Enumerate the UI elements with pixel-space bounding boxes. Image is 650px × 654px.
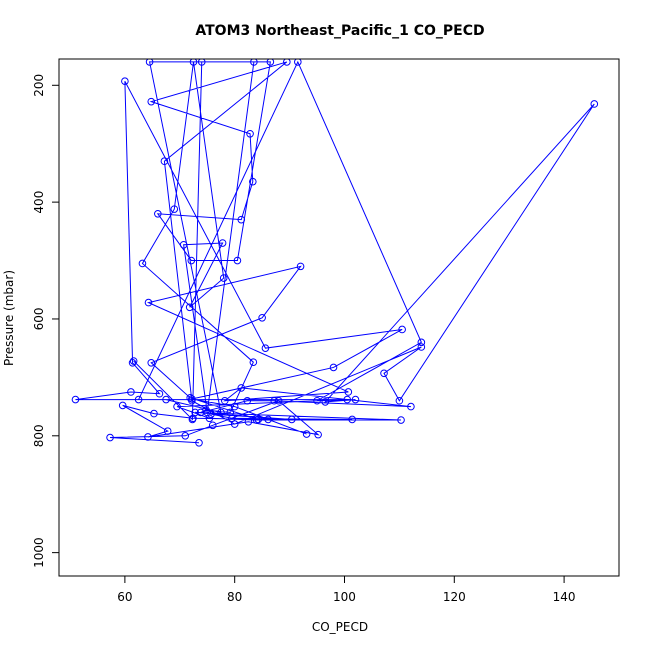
data-point <box>163 427 172 435</box>
data-point <box>147 97 156 106</box>
data-point <box>270 396 279 405</box>
data-point <box>207 410 215 418</box>
data-point <box>246 129 254 138</box>
x-tick-label: 120 <box>443 590 466 604</box>
data-point <box>398 325 406 334</box>
data-point <box>138 259 147 268</box>
y-axis-label: Pressure (mbar) <box>2 270 16 366</box>
data-point <box>187 256 196 265</box>
data-point <box>249 358 258 366</box>
data-point <box>188 415 197 424</box>
data-point <box>162 395 170 404</box>
y-tick-label: 800 <box>32 424 46 447</box>
data-point <box>321 398 330 406</box>
data-point <box>294 59 302 66</box>
data-point <box>274 396 283 405</box>
data-point <box>71 395 80 404</box>
data-point <box>230 420 239 428</box>
data-point <box>217 408 225 417</box>
y-tick-label: 600 <box>32 308 46 331</box>
data-point <box>407 402 415 411</box>
data-point <box>219 274 228 282</box>
data-point <box>237 215 246 224</box>
data-point <box>185 303 194 312</box>
data-point <box>343 395 352 404</box>
series-layer <box>71 59 599 447</box>
y-tick-label: 1000 <box>32 537 46 568</box>
data-point <box>417 338 426 347</box>
data-point <box>243 396 252 405</box>
data-point <box>203 408 212 417</box>
data-point <box>313 396 321 405</box>
data-point <box>351 395 360 404</box>
data-point <box>179 240 188 249</box>
data-point <box>237 384 246 392</box>
data-point <box>226 408 235 417</box>
data-point <box>145 59 154 66</box>
x-tick-label: 100 <box>333 590 356 604</box>
x-tick-label: 80 <box>227 590 242 604</box>
plot-frame <box>58 58 620 577</box>
data-point <box>296 262 305 271</box>
data-point <box>121 77 129 85</box>
data-point <box>195 439 203 447</box>
data-point <box>344 388 353 396</box>
data-point <box>314 430 322 439</box>
data-point <box>129 357 138 365</box>
data-point <box>191 408 199 417</box>
series-line <box>75 60 595 444</box>
data-point <box>189 59 198 66</box>
data-point <box>302 430 311 438</box>
data-point <box>134 395 143 404</box>
data-point <box>266 59 275 66</box>
chart-title: ATOM3 Northeast_Pacific_1 CO_PECD <box>195 23 484 39</box>
data-point <box>118 401 127 410</box>
data-point <box>218 239 227 247</box>
x-axis-label: CO_PECD <box>312 620 368 634</box>
data-point <box>395 396 404 405</box>
data-point <box>147 358 156 367</box>
x-tick-label: 60 <box>117 590 132 604</box>
data-point <box>197 59 206 66</box>
data-point <box>208 421 217 430</box>
data-point <box>254 415 263 424</box>
data-point <box>417 343 426 351</box>
data-point <box>181 432 190 440</box>
data-point <box>250 59 258 66</box>
data-point <box>249 177 257 186</box>
data-point <box>160 157 169 166</box>
data-point <box>397 416 405 424</box>
data-point <box>144 298 153 307</box>
data-point <box>348 415 356 424</box>
data-point <box>173 402 181 411</box>
data-point <box>188 396 196 405</box>
data-point <box>244 417 253 426</box>
x-tick-label: 140 <box>553 590 576 604</box>
data-point <box>329 363 338 372</box>
data-point <box>155 389 164 398</box>
data-point <box>221 396 229 405</box>
data-point <box>230 402 239 411</box>
data-point <box>127 388 135 396</box>
data-point <box>590 100 599 108</box>
data-point <box>106 433 114 442</box>
data-point <box>283 59 291 66</box>
data-point <box>144 433 152 441</box>
y-tick-label: 400 <box>32 191 46 214</box>
data-point <box>154 210 162 218</box>
data-point <box>128 358 137 367</box>
data-point <box>380 369 388 378</box>
data-point <box>150 409 158 418</box>
data-point <box>258 313 266 322</box>
data-point <box>287 415 296 424</box>
data-point <box>264 415 272 424</box>
y-tick-label: 200 <box>32 74 46 97</box>
data-point <box>261 344 270 352</box>
data-point <box>233 256 242 265</box>
data-point <box>170 205 179 213</box>
